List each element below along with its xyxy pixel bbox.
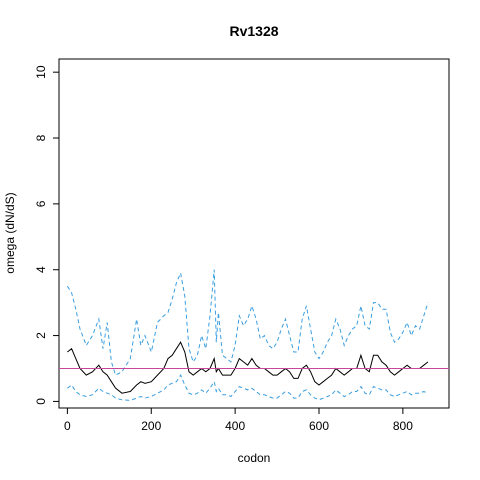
y-tick-label: 10 bbox=[34, 65, 48, 79]
series-lower-line bbox=[67, 374, 429, 401]
x-axis: 0 200 400 600 800 bbox=[64, 407, 413, 433]
series-layer bbox=[59, 269, 449, 401]
y-axis: 0 2 4 6 8 10 bbox=[34, 65, 59, 405]
x-tick-label: 800 bbox=[393, 419, 413, 433]
series-estimate-line bbox=[67, 341, 429, 394]
x-tick-label: 200 bbox=[141, 419, 161, 433]
x-tick-label: 400 bbox=[225, 419, 245, 433]
x-tick-label: 0 bbox=[64, 419, 71, 433]
x-axis-label: codon bbox=[238, 451, 271, 465]
y-tick-label: 0 bbox=[34, 398, 48, 405]
y-tick-label: 6 bbox=[34, 200, 48, 207]
y-tick-label: 8 bbox=[34, 134, 48, 141]
y-tick-label: 2 bbox=[34, 332, 48, 339]
y-tick-label: 4 bbox=[34, 266, 48, 273]
y-axis-label: omega (dN/dS) bbox=[3, 192, 17, 273]
plot-frame bbox=[58, 58, 450, 409]
chart-title: Rv1328 bbox=[229, 23, 278, 39]
x-tick-label: 600 bbox=[309, 419, 329, 433]
series-upper-line bbox=[66, 269, 429, 376]
